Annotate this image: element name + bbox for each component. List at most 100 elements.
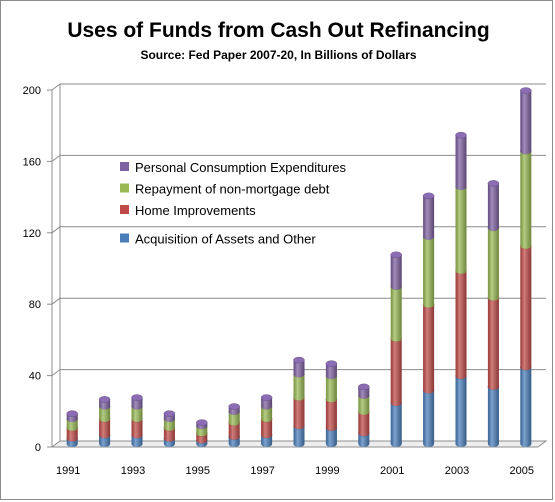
bar-segment-shading	[99, 406, 111, 423]
bar-segment-cap	[131, 394, 143, 401]
bar-segment-shading	[131, 419, 143, 439]
bar-stack-1997	[260, 394, 273, 447]
legend-swatch	[120, 233, 129, 243]
bar-segment-shading	[455, 270, 467, 380]
bar-segment-shading	[261, 419, 273, 439]
bar-segment-cap	[520, 87, 532, 94]
bar-stack-1995	[196, 419, 208, 447]
gridline-diagonal	[51, 83, 61, 91]
gridline-diagonal	[51, 226, 61, 234]
bar-segment-shading	[261, 406, 273, 423]
gridline-diagonal	[51, 297, 61, 305]
x-tick-label: 1999	[315, 465, 339, 477]
bar-segment-shading	[325, 376, 337, 403]
bar-segment-shading	[325, 363, 337, 380]
bar-segment-shading	[455, 376, 467, 447]
bar-segment-shading	[325, 427, 337, 447]
gridline-diagonal	[51, 369, 61, 377]
bar-segment-shading	[228, 411, 240, 426]
bar-segment-shading	[390, 338, 402, 406]
y-tick-label: 80	[29, 299, 41, 311]
legend-swatch	[120, 205, 129, 214]
bar-segment-shading	[99, 419, 111, 439]
bar-segment-shading	[390, 286, 402, 342]
bar-stack-1992	[98, 396, 111, 447]
legend-swatch	[120, 162, 129, 171]
y-tick-label: 120	[23, 228, 41, 240]
bar-segment-cap	[98, 396, 111, 403]
bar-segment-shading	[423, 304, 435, 394]
bar-segment-shading	[423, 236, 435, 308]
bar-segment-shading	[487, 228, 499, 301]
tick-labels: 0 40 80 120 160 200 1991 1993 1995 1997 1999 2001 20…	[23, 85, 534, 477]
bar-segment-shading	[163, 427, 175, 442]
bar-segment-cap	[358, 383, 370, 391]
x-tick-label: 1991	[56, 465, 80, 477]
chart-title: Uses of Funds from Cash Out Refinancing	[67, 19, 490, 42]
bar-segment-shading	[131, 406, 143, 423]
axes	[47, 89, 538, 448]
legend-label: Personal Consumption Expenditures	[135, 160, 347, 175]
bar-segment-cap	[422, 192, 435, 200]
bars	[66, 87, 532, 447]
bar-stack-1999	[325, 360, 338, 447]
y-tick-label: 160	[23, 156, 41, 168]
bar-stack-1996	[228, 403, 240, 447]
y-tick-label: 200	[23, 85, 41, 97]
bar-segment-shading	[487, 183, 499, 232]
bar-segment-cap	[455, 131, 467, 139]
y-tick-label: 40	[29, 371, 41, 383]
bar-segment-shading	[390, 402, 402, 447]
bar-segment-shading	[520, 245, 532, 371]
x-tick-label: 2001	[380, 465, 404, 477]
chart-subtitle: Source: Fed Paper 2007-20, In Billions o…	[140, 48, 417, 62]
bar-segment-cap	[228, 403, 240, 410]
bar-segment-shading	[520, 90, 532, 155]
legend: Personal Consumption Expenditures Repayme…	[120, 160, 347, 247]
legend-label: Home Improvements	[135, 203, 256, 218]
bar-segment-shading	[293, 360, 305, 378]
gridline-diagonal	[51, 154, 61, 162]
bar-segment-shading	[358, 411, 370, 437]
legend-label: Repayment of non-mortgage debt	[135, 182, 330, 197]
bar-segment-shading	[358, 395, 370, 415]
bar-stack-2002	[422, 192, 435, 447]
bar-segment-shading	[520, 151, 532, 249]
bar-segment-shading	[423, 195, 435, 240]
bar-stack-1994	[163, 410, 176, 447]
x-tick-label: 1997	[250, 465, 274, 477]
bar-segment-cap	[66, 410, 78, 417]
bar-segment-shading	[66, 427, 78, 442]
bar-stack-1993	[131, 394, 143, 447]
bar-segment-cap	[390, 251, 402, 259]
bar-segment-shading	[423, 390, 435, 447]
bar-stack-1998	[293, 356, 305, 447]
legend-label: Acquisition of Assets and Other	[135, 232, 316, 247]
bar-segment-shading	[358, 433, 370, 447]
bar-stack-2005	[520, 87, 532, 447]
bar-segment-shading	[487, 297, 499, 390]
x-tick-label: 2005	[510, 465, 534, 477]
bar-segment-shading	[325, 399, 337, 431]
bar-segment-shading	[455, 135, 467, 190]
bar-segment-cap	[163, 410, 176, 417]
bar-segment-shading	[455, 186, 467, 274]
bar-segment-shading	[293, 397, 305, 430]
bar-segment-cap	[196, 419, 208, 426]
bar-segment-cap	[260, 394, 273, 401]
bar-segment-cap	[293, 356, 305, 364]
x-tick-label: 1995	[186, 465, 210, 477]
bar-segment-shading	[293, 426, 305, 447]
x-tick-label: 2003	[445, 465, 469, 477]
x-tick-label: 1993	[121, 465, 145, 477]
bar-stack-2004	[487, 180, 500, 447]
bar-segment-cap	[487, 180, 500, 187]
bar-stack-1991	[66, 410, 78, 447]
bar-segment-shading	[293, 374, 305, 401]
bar-segment-shading	[487, 386, 499, 447]
bar-stack-2000	[358, 383, 370, 447]
bar-segment-cap	[325, 360, 338, 367]
bar-segment-shading	[228, 422, 240, 440]
bar-stack-2001	[390, 251, 402, 447]
